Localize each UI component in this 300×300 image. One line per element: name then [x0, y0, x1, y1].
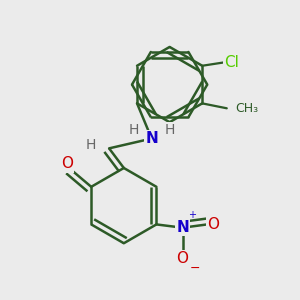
Text: H: H: [86, 138, 96, 152]
Text: H: H: [128, 123, 139, 137]
Text: CH₃: CH₃: [235, 102, 258, 115]
Text: −: −: [190, 261, 200, 274]
Text: N: N: [145, 131, 158, 146]
Text: O: O: [61, 156, 73, 171]
Text: O: O: [177, 251, 189, 266]
Text: N: N: [176, 220, 189, 235]
Text: O: O: [207, 217, 219, 232]
Text: +: +: [188, 210, 196, 220]
Text: Cl: Cl: [224, 55, 239, 70]
Text: H: H: [164, 123, 175, 137]
